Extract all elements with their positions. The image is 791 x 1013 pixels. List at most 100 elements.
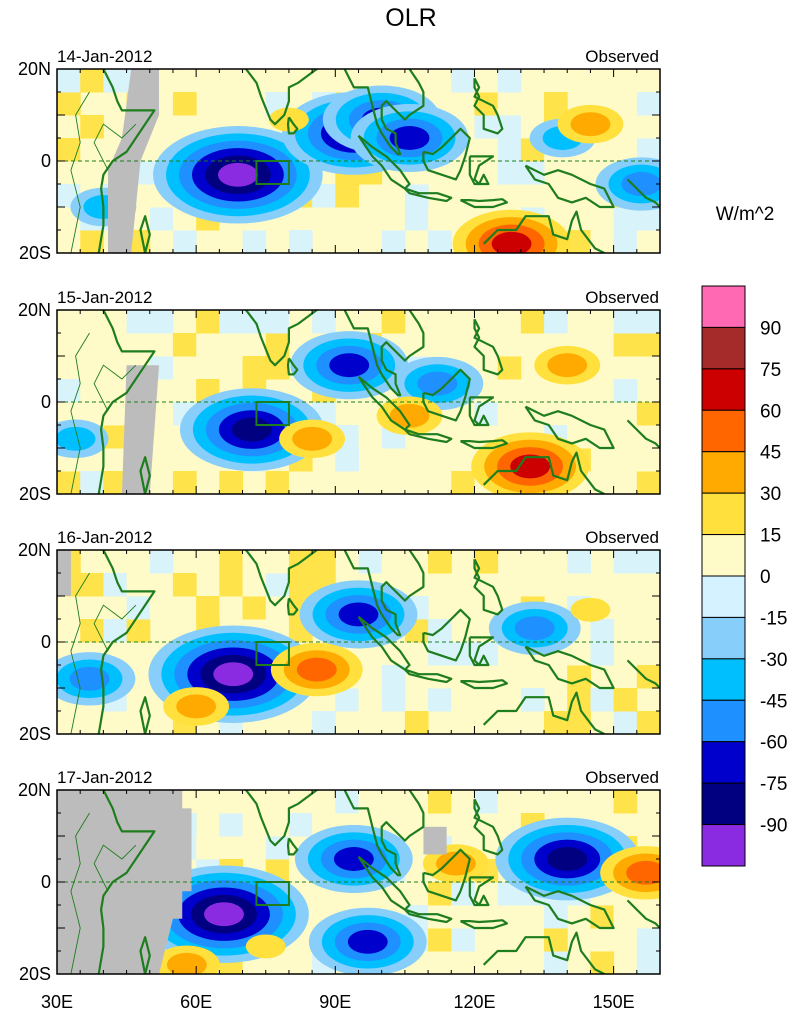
field-cell <box>636 471 660 494</box>
field-cell <box>149 711 174 734</box>
coastline <box>468 155 495 186</box>
colorbar-swatch <box>701 368 746 411</box>
y-tick-label: 20N <box>18 780 51 800</box>
field-cell <box>590 425 615 449</box>
anomaly-contour <box>217 162 258 187</box>
field-cell <box>451 813 475 837</box>
field-cell <box>335 184 359 208</box>
field-cell <box>474 69 499 93</box>
y-tick-label: 20N <box>18 300 51 320</box>
coastline <box>97 550 156 734</box>
coastline <box>182 550 425 637</box>
coastline <box>404 187 453 203</box>
country-border <box>70 332 90 494</box>
field-cell <box>428 471 452 494</box>
field-cell <box>103 619 128 643</box>
field-cell <box>196 333 220 357</box>
field-cell <box>404 333 429 357</box>
field-cell <box>497 790 522 814</box>
field-cell <box>497 115 522 139</box>
field-cell <box>172 471 197 494</box>
anomaly-contour <box>347 929 388 954</box>
anomaly-contour <box>547 353 588 378</box>
field-cell <box>451 573 475 597</box>
field-cell <box>335 448 359 472</box>
colorbar-label: 15 <box>760 526 781 547</box>
field-cell <box>613 711 638 734</box>
field-cell <box>451 790 475 814</box>
field-cell <box>103 425 128 449</box>
field-cell <box>497 402 522 426</box>
field-cell <box>196 836 220 860</box>
field-cell <box>428 642 452 666</box>
field-cell <box>57 69 81 93</box>
panel-frame: 20N 0 20S 16-Jan-2012 Observed <box>18 528 661 744</box>
field-cell <box>219 310 244 334</box>
anomaly-contour <box>491 231 532 253</box>
field-cell <box>613 333 638 357</box>
field-cell <box>219 813 244 837</box>
field-cell <box>126 310 151 334</box>
colorbar-swatch <box>701 824 746 867</box>
field-cell <box>149 550 174 574</box>
field-cell <box>288 711 313 734</box>
field-cell <box>567 402 591 426</box>
field-cell <box>497 573 522 597</box>
anomaly-contour <box>231 417 272 442</box>
field-cell <box>242 813 267 837</box>
coastline <box>626 419 660 449</box>
coastline <box>404 908 453 924</box>
colorbar-swatch <box>701 492 746 536</box>
field-cell <box>219 790 244 814</box>
field-cell <box>613 688 638 712</box>
colorbar-swatch <box>701 326 746 370</box>
field-cell <box>567 161 591 185</box>
field-cell <box>80 230 104 253</box>
field-cell <box>219 69 244 93</box>
anomaly-contour <box>435 851 476 876</box>
field-cell <box>544 711 568 734</box>
field-cell <box>590 642 615 666</box>
anomaly-contour <box>338 602 379 627</box>
field-cell <box>497 711 522 734</box>
colorbar-label: 30 <box>760 484 781 505</box>
anomaly-contour <box>57 426 96 451</box>
coastline <box>482 691 605 734</box>
y-tick-label: 0 <box>41 632 51 652</box>
field-cell <box>428 928 452 952</box>
field-cell <box>544 573 568 597</box>
colorbar-label: 0 <box>760 567 771 588</box>
field-cell <box>80 310 104 334</box>
field-cell <box>567 184 591 208</box>
field-cell <box>613 230 638 253</box>
index-box <box>255 641 290 666</box>
anomaly-contour <box>166 952 207 974</box>
field-cell <box>451 905 475 929</box>
field-cell <box>312 310 336 334</box>
field-cell <box>149 596 174 620</box>
field-cell <box>474 550 499 574</box>
colorbar-label: -45 <box>760 691 787 712</box>
coastline <box>468 636 495 667</box>
field-cell <box>474 402 499 426</box>
field-cell <box>636 928 660 952</box>
y-tick-label: 20S <box>19 724 51 744</box>
field-cell <box>358 550 383 574</box>
y-tick-label: 20S <box>19 484 51 504</box>
missing-data-region <box>423 826 447 855</box>
field-cell <box>265 573 290 597</box>
field-cell <box>381 184 406 208</box>
field-cell <box>80 115 104 139</box>
coastline <box>286 116 299 135</box>
country-border <box>93 844 137 892</box>
field-cell <box>636 115 660 139</box>
field-cell <box>358 425 383 449</box>
field-cell <box>126 333 151 357</box>
field-cell <box>149 425 174 449</box>
field-cell <box>636 951 660 974</box>
field-cell <box>544 928 568 952</box>
field-cell <box>613 379 638 403</box>
coastline <box>139 936 151 974</box>
field-cell <box>57 471 81 494</box>
